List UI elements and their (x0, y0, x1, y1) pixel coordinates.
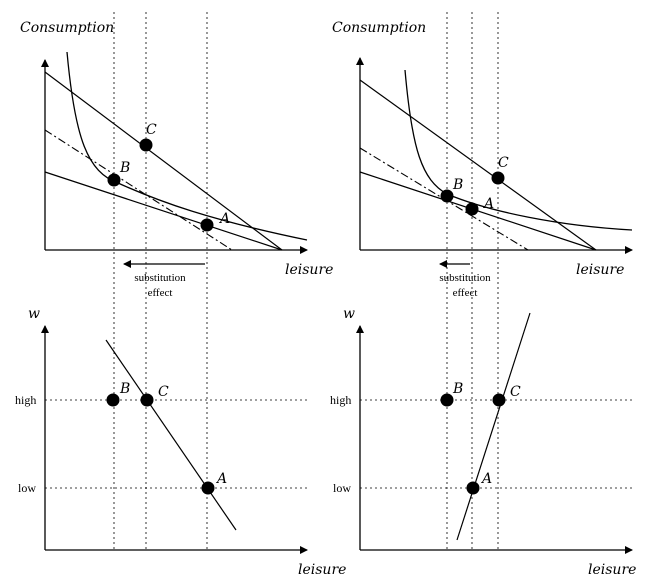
substitution-label-line1: substitution (134, 272, 186, 284)
budget-line-high-wage (44, 71, 283, 251)
panel-bottom-right: w leisure high low B C A (330, 306, 636, 578)
point-C-label: C (510, 384, 521, 400)
point-C-label: C (158, 384, 169, 400)
point-B (107, 173, 121, 187)
point-A-label: A (480, 471, 492, 487)
labor-supply-curve (105, 339, 237, 531)
point-B (440, 189, 454, 203)
substitution-label-line1: substitution (439, 272, 491, 284)
point-A (201, 481, 215, 495)
point-C (140, 393, 154, 407)
tick-high: high (330, 393, 351, 407)
budget-line-low-wage (44, 171, 283, 251)
right-guides (446, 12, 499, 552)
panel-top-right: Consumption leisure C B A substitution e… (332, 20, 633, 299)
tick-low: low (18, 481, 36, 495)
point-B (106, 393, 120, 407)
y-axis-label: w (28, 306, 40, 322)
compensated-budget-line (44, 129, 233, 251)
point-C (491, 171, 505, 185)
point-B (440, 393, 454, 407)
left-guides (113, 12, 208, 552)
budget-line-high-wage (359, 79, 597, 251)
x-axis-label: leisure (285, 262, 333, 278)
labor-supply-curve (456, 312, 531, 541)
y-axis-label: Consumption (332, 20, 426, 36)
x-axis-label: leisure (298, 562, 346, 578)
indifference-curve (66, 51, 308, 241)
point-A-label: A (215, 471, 227, 487)
panel-top-left: Consumption leisure C B A substitution e… (20, 20, 333, 299)
point-C-label: C (498, 155, 509, 171)
point-B-label: B (452, 177, 463, 193)
point-A (200, 218, 214, 232)
tick-low: low (333, 481, 351, 495)
panel-bottom-left: w leisure high low B C A (15, 306, 346, 578)
point-B-label: B (119, 160, 130, 176)
point-A-label: A (218, 211, 230, 227)
x-axis-label: leisure (576, 262, 624, 278)
x-axis-label: leisure (588, 562, 636, 578)
point-C (492, 393, 506, 407)
point-A-label: A (482, 196, 494, 212)
substitution-label-line2: effect (453, 287, 478, 299)
substitution-label-line2: effect (148, 287, 173, 299)
point-B-label: B (452, 381, 463, 397)
point-A (465, 202, 479, 216)
y-axis-label: Consumption (20, 20, 114, 36)
indifference-curve (404, 69, 633, 231)
y-axis-label: w (343, 306, 355, 322)
point-B-label: B (119, 381, 130, 397)
tick-high: high (15, 393, 36, 407)
point-C-label: C (146, 122, 157, 138)
point-C (139, 138, 153, 152)
point-A (466, 481, 480, 495)
